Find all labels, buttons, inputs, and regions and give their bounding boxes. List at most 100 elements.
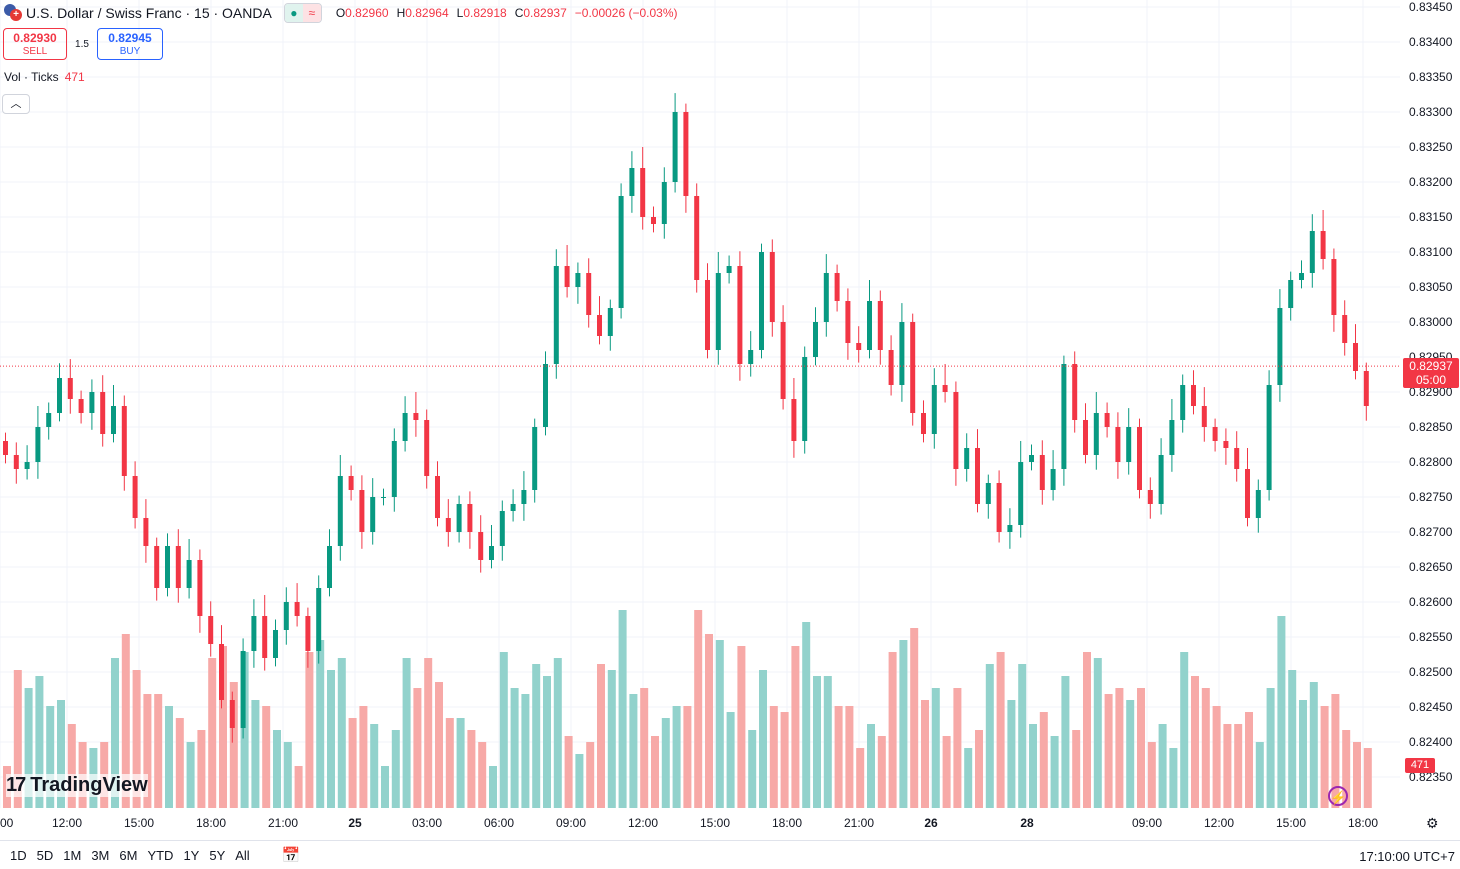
candle-body: [1342, 315, 1348, 343]
volume-bar: [121, 634, 130, 808]
volume-bar: [597, 664, 605, 808]
candle-body: [381, 497, 386, 498]
range-button-all[interactable]: All: [235, 847, 250, 863]
volume-bar: [575, 754, 584, 808]
volume-bar: [1104, 694, 1113, 808]
volume-bar: [899, 640, 908, 808]
sell-button[interactable]: 0.82930 SELL: [3, 28, 67, 60]
calendar-icon[interactable]: 📅: [281, 847, 301, 864]
symbol-title[interactable]: U.S. Dollar / Swiss Franc · 15 · OANDA: [26, 5, 272, 21]
range-button-1d[interactable]: 1D: [10, 847, 27, 863]
symbol-legend: + U.S. Dollar / Swiss Franc · 15 · OANDA…: [0, 0, 678, 26]
open-label: O: [335, 6, 346, 20]
candle-body: [467, 504, 473, 532]
time-tick-label: 09:00: [556, 816, 586, 830]
volume-bar: [467, 730, 476, 808]
tradingview-logo[interactable]: 17 TradingView: [6, 774, 148, 797]
candle-body: [1039, 455, 1045, 490]
range-button-6m[interactable]: 6M: [119, 847, 138, 863]
candle-body: [445, 518, 451, 532]
volume-bar: [1018, 664, 1027, 808]
lightning-icon[interactable]: ⚡: [1328, 786, 1348, 806]
current-volume-label: 471: [1405, 758, 1435, 773]
time-axis[interactable]: 00 12:00 15:00 18:00 21:00 25 03:00 06:00 09:00 1…: [0, 816, 1378, 830]
volume-bar: [1277, 616, 1286, 808]
volume-bar: [294, 766, 303, 808]
volume-bar: [532, 664, 541, 808]
range-button-5y[interactable]: 5Y: [209, 847, 226, 863]
range-selector: 1D 5D 1M 3M 6M YTD 1Y 5Y All: [0, 848, 260, 863]
volume-bar: [618, 610, 627, 808]
candle-body: [1147, 490, 1153, 504]
volume-label: Vol · Ticks: [4, 70, 59, 84]
candle-body: [575, 273, 581, 287]
volume-bar: [229, 682, 238, 808]
volume-bar: [813, 676, 821, 808]
candle-body: [975, 448, 980, 504]
time-tick-label: 12:00: [1204, 816, 1234, 830]
price-tick-label: 0.82700: [1409, 525, 1453, 539]
candle-body: [391, 441, 397, 497]
volume-bar: [391, 730, 400, 808]
volume-bar: [931, 688, 940, 808]
volume-bar: [964, 748, 973, 808]
candle-body: [13, 455, 19, 469]
candle-body: [607, 308, 613, 336]
market-status-badge[interactable]: ● ≈: [283, 3, 322, 23]
volume-bar: [478, 742, 487, 808]
range-button-1y[interactable]: 1Y: [183, 847, 200, 863]
high-label: H: [396, 6, 406, 20]
volume-legend[interactable]: Vol · Ticks 471: [4, 70, 85, 84]
candle-body: [694, 196, 700, 280]
candle-body: [532, 427, 538, 490]
volume-bar: [942, 736, 951, 808]
candle-body: [748, 350, 754, 364]
volume-bar: [510, 688, 519, 808]
range-button-5d[interactable]: 5D: [36, 847, 54, 863]
volume-bar: [1299, 700, 1307, 808]
close-value: 0.82937: [523, 6, 567, 20]
price-tick-label: 0.83450: [1409, 0, 1453, 14]
volume-bar: [845, 706, 854, 808]
range-button-3m[interactable]: 3M: [91, 847, 110, 863]
current-price-value: 0.82937: [1409, 359, 1453, 373]
market-open-icon: ●: [284, 4, 303, 22]
price-tick-label: 0.82350: [1409, 770, 1453, 784]
volume-bar: [57, 700, 65, 808]
chart-canvas[interactable]: 0.83450 0.83400 0.83350 0.83300 0.83250 0.832…: [0, 0, 1460, 840]
volume-bar: [694, 610, 703, 808]
range-button-ytd[interactable]: YTD: [147, 847, 174, 863]
candle-body: [1363, 371, 1369, 406]
candle-body: [802, 357, 808, 441]
candle-body: [154, 546, 160, 588]
candle-body: [1072, 364, 1078, 420]
candle-body: [910, 322, 916, 413]
volume-bar: [381, 766, 389, 808]
candle-body: [661, 182, 667, 224]
collapse-legend-button[interactable]: ︿: [2, 94, 30, 114]
gear-icon[interactable]: ⚙: [1426, 815, 1439, 831]
volume-bar: [1126, 700, 1135, 808]
clock-display[interactable]: 17:10:00 UTC+7: [1359, 849, 1455, 864]
volume-bar: [359, 706, 368, 808]
price-axis[interactable]: 0.83450 0.83400 0.83350 0.83300 0.83250 0.832…: [1409, 0, 1453, 784]
range-button-1m[interactable]: 1M: [63, 847, 82, 863]
volume-bar: [456, 718, 465, 808]
volume-bar: [1072, 730, 1081, 808]
volume-bar: [1083, 652, 1091, 808]
candle-body: [737, 266, 743, 364]
buy-button[interactable]: 0.82945 BUY: [97, 28, 163, 60]
volume-bar: [219, 646, 227, 808]
candle-body: [1245, 469, 1250, 518]
candle-body: [996, 483, 1002, 532]
candle-body: [1158, 455, 1164, 504]
volume-bar: [1320, 706, 1329, 808]
ohlc-high: H0.82964: [397, 6, 449, 20]
volume-bar: [791, 646, 800, 808]
price-tick-label: 0.82600: [1409, 595, 1453, 609]
candle-body: [208, 616, 214, 644]
volume-bar: [1288, 670, 1297, 808]
candle-body: [964, 448, 970, 469]
volume-bar: [996, 652, 1005, 808]
time-tick-label: 18:00: [772, 816, 802, 830]
